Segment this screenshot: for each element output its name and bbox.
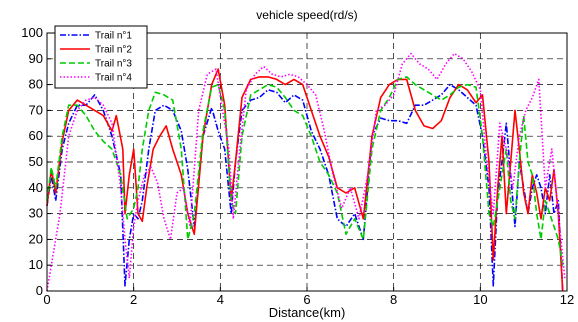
x-axis-label: Distance(km) (269, 305, 346, 320)
y-tick-label: 60 (29, 128, 43, 143)
y-tick-label: 70 (29, 102, 43, 117)
legend-label-4: Trail n°4 (95, 73, 132, 84)
legend-label-3: Trail n°3 (95, 59, 132, 70)
legend-label-2: Trail n°2 (95, 45, 132, 56)
x-axis-ticks: 0 2 4 6 8 10 12 (43, 287, 574, 307)
series-line-3 (46, 76, 564, 266)
legend: Trail n°1 Trail n°2 Trail n°3 Trail n°4 (54, 25, 148, 89)
x-tick-label: 10 (473, 292, 487, 307)
x-tick-label: 12 (560, 292, 574, 307)
y-axis-ticks: 0 10 20 30 40 50 60 70 80 90 100 (21, 25, 51, 298)
y-tick-label: 0 (36, 283, 43, 298)
x-tick-label: 4 (217, 292, 224, 307)
series-line-1 (46, 83, 564, 292)
x-tick-label: 0 (43, 292, 50, 307)
y-tick-label: 80 (29, 77, 43, 92)
y-tick-label: 50 (29, 154, 43, 169)
plot-area (46, 52, 566, 292)
legend-box (54, 25, 148, 89)
y-tick-label: 20 (29, 231, 43, 246)
series-line-2 (46, 68, 564, 292)
x-tick-label: 2 (130, 292, 137, 307)
y-tick-label: 30 (29, 206, 43, 221)
legend-label-1: Trail n°1 (95, 31, 132, 42)
x-tick-label: 6 (303, 292, 310, 307)
x-tick-label: 8 (390, 292, 397, 307)
chart-title: vehicle speed(rd/s) (256, 8, 357, 22)
y-tick-label: 90 (29, 51, 43, 66)
y-tick-label: 10 (29, 257, 43, 272)
y-tick-label: 100 (21, 25, 43, 40)
y-tick-label: 40 (29, 180, 43, 195)
